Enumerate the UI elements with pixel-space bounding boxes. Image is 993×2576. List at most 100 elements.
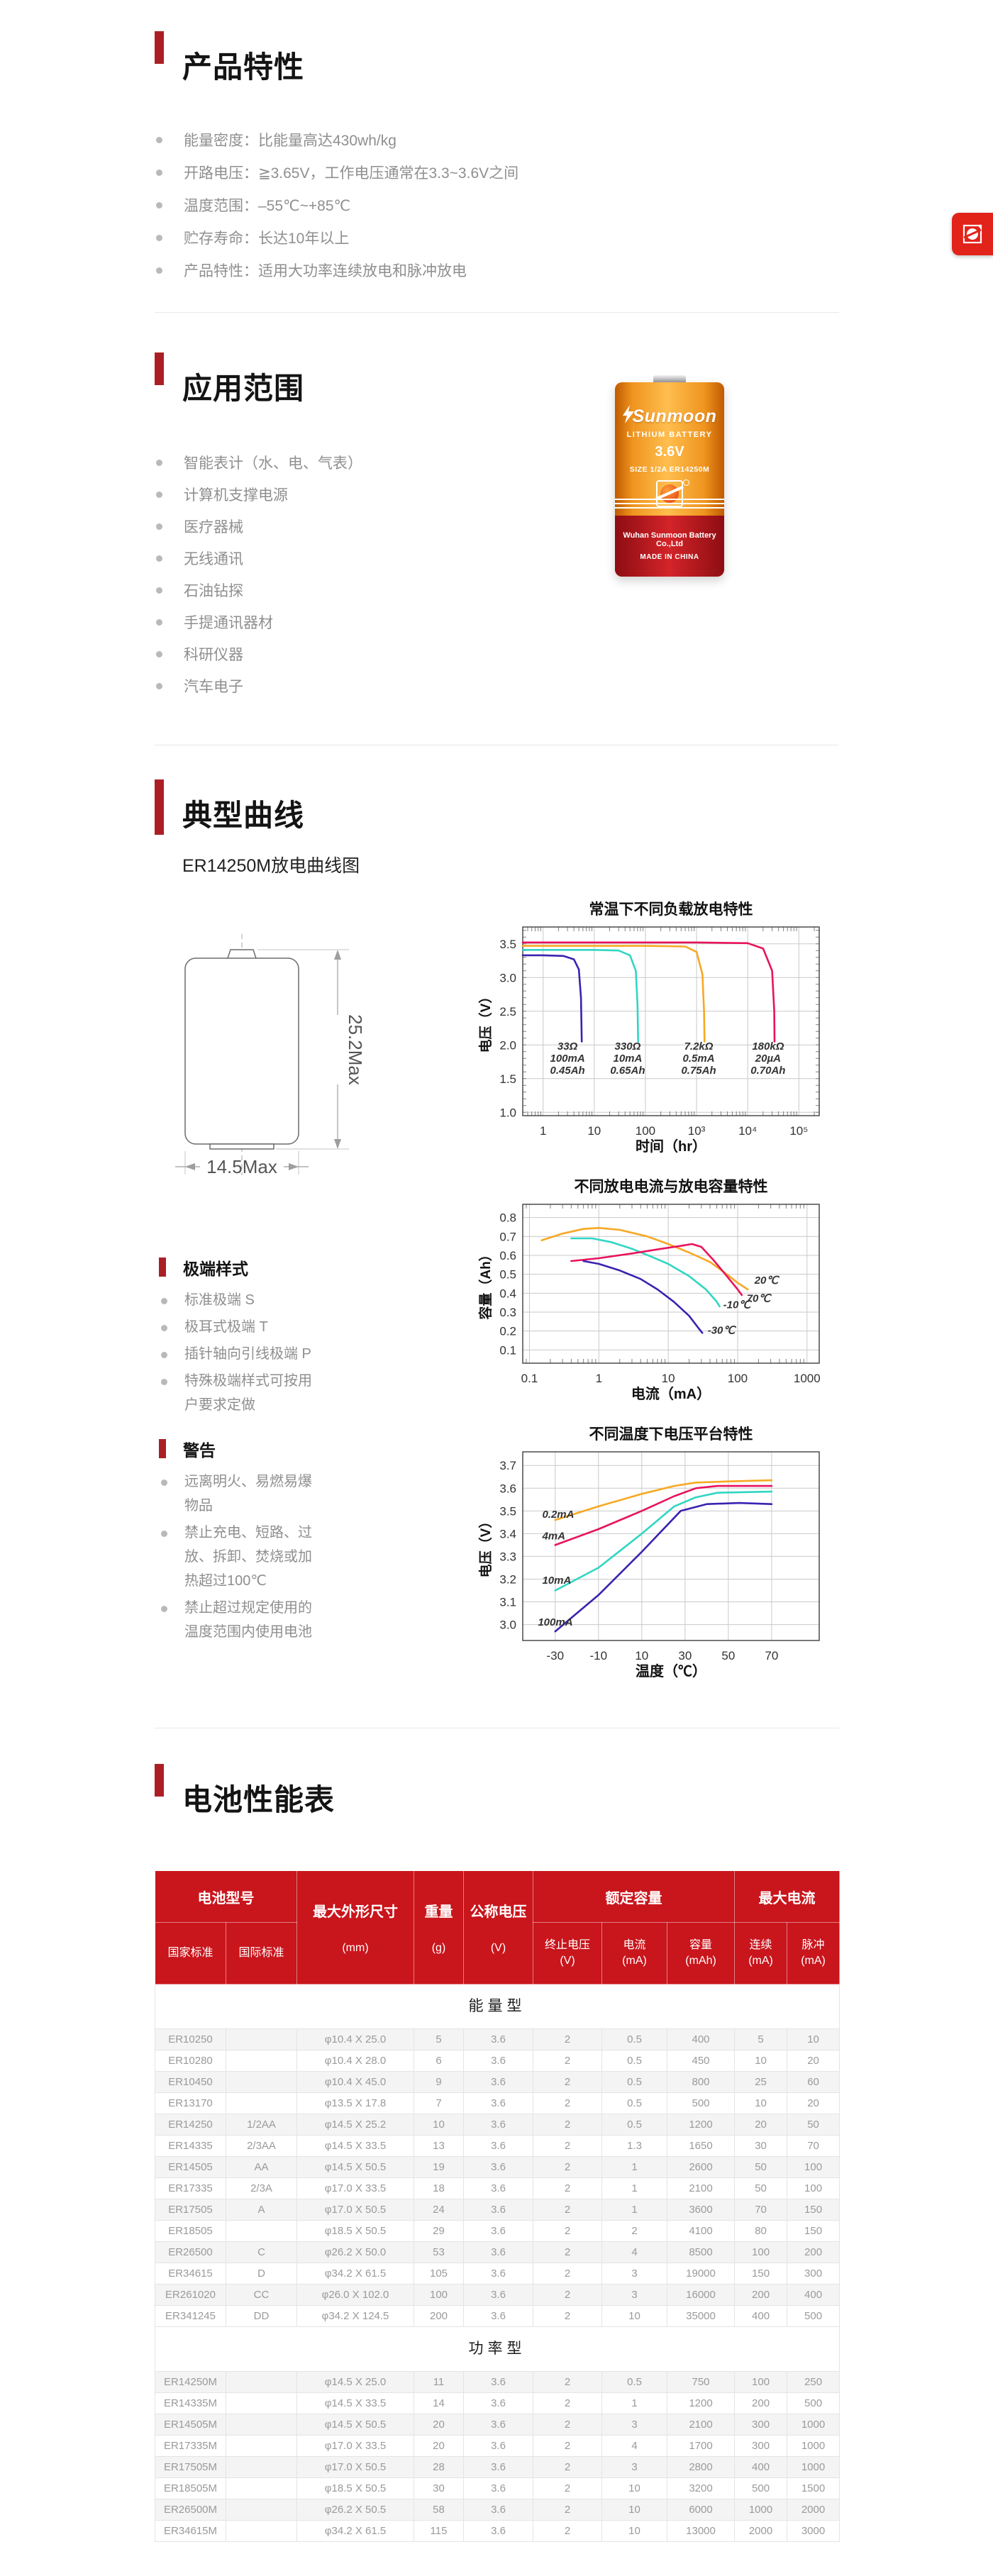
table-cell: φ18.5 X 50.5 [296,2220,414,2242]
table-cell: 2 [533,2371,602,2393]
warnings-list: 远离明火、易燃易爆物品 禁止充电、短路、过放、拆卸、焚烧或加热超过100℃ 禁止超过… [159,1468,477,1645]
table-cell: 2 [533,2071,602,2093]
section-curves: 典型曲线 ER14250M放电曲线图 [155,745,839,1728]
lightning-icon [622,405,634,424]
list-item-text: 手提通讯器材 [184,615,273,631]
table-cell: 3.6 [463,2305,533,2327]
table-cell: 450 [666,2050,736,2072]
bullet-icon [156,169,162,176]
table-cell: 500 [787,2305,841,2327]
list-item-text: 医疗器械 [184,519,243,535]
table-cell: 0.5 [601,2028,667,2050]
table-cell: ER17505 [155,2199,226,2221]
table-row: ER10280 φ10.4 X 28.0 6 3.6 2 0.5 450 10 20 [155,2050,841,2072]
bullet-icon [161,1351,167,1358]
page-content: 产品特性 能量密度：比能量高达430wh/kg 开路电压：≧3.65V，工作电压通… [154,0,841,2576]
table-cell: 2 [533,2220,602,2242]
table-cell: 1000 [787,2414,841,2436]
table-cell: 100 [734,2371,788,2393]
svg-text:100: 100 [728,1372,748,1385]
list-item: 无线通讯 [155,543,839,574]
table-cell: 3.6 [463,2477,533,2499]
table-cell: φ34.2 X 61.5 [296,2263,414,2284]
bullet-icon [161,1605,167,1612]
table-cell: 53 [414,2241,464,2263]
table-cell: CC [226,2284,297,2306]
curves-subtitle: ER14250M放电曲线图 [182,855,360,876]
table-row: ER18505 φ18.5 X 50.5 29 3.6 2 2 4100 80 150 [155,2220,841,2242]
svg-text:100mA: 100mA [538,1616,572,1628]
table-cell: 50 [787,2114,841,2136]
table-cell: 2800 [666,2456,736,2478]
table-subheader-cell: 国际标准 [226,1922,297,1984]
table-row: ER14335M φ14.5 X 33.5 14 3.6 2 1 1200 200 500 [155,2392,841,2414]
table-cell: 150 [787,2199,841,2221]
svg-text:10³: 10³ [688,1124,706,1138]
list-item-text: 汽车电子 [184,679,243,695]
table-cell: 100 [414,2284,464,2306]
table-cell: 100 [787,2156,841,2178]
svg-text:3.5: 3.5 [499,938,516,951]
table-row: ER341245 DD φ34.2 X 124.5 200 3.6 2 10 35000 400… [155,2305,841,2327]
table-cell: 3.6 [463,2177,533,2199]
battery-manufacturer: Wuhan Sunmoon Battery Co.,Ltd [623,531,716,549]
table-header-cell: 重量 (g) [414,1870,464,1984]
bullet-icon [156,682,162,689]
features-header: 产品特性 [155,31,839,104]
svg-text:0.2mA: 0.2mA [542,1509,574,1521]
list-item: 标准极端 S [159,1287,477,1314]
table-cell: φ14.5 X 50.5 [296,2414,414,2436]
table-cell: ER18505 [155,2220,226,2242]
table-cell: φ14.5 X 25.0 [296,2371,414,2393]
list-item: 禁止超过规定使用的温度范围内使用电池 [159,1594,477,1645]
table-cell: φ10.4 X 25.0 [296,2028,414,2050]
bullet-icon [156,459,162,466]
warnings-title: 警告 [183,1440,216,1460]
table-cell: 0.5 [601,2050,667,2072]
list-item: 石油钻探 [155,574,839,606]
svg-text:70℃: 70℃ [747,1292,772,1304]
terminal-styles-block: 极端样式 标准极端 S 极耳式极端 T 插针轴向引线极端 P 特殊极端样式可按用户要求… [159,1255,477,1419]
table-cell: 200 [787,2241,841,2263]
bullet-icon [156,618,162,626]
dimension-width-label: 14.5Max [206,1156,277,1177]
table-cell: 250 [787,2371,841,2393]
table-row: ER14250 1/2AA φ14.5 X 25.2 10 3.6 2 0.5 1200 20 5… [155,2114,841,2136]
battery-body: Sunmoon LITHIUM BATTERY 3.6V SIZE 1/2A E… [615,382,724,577]
bullet-icon [161,1378,167,1385]
svg-text:电流（mA）: 电流（mA） [631,1385,711,1402]
bullet-icon [161,1324,167,1331]
table-cell: ER10250 [155,2028,226,2050]
table-cell: 20 [414,2414,464,2436]
table-cell: 2 [533,2092,602,2114]
table-cell: 1 [601,2392,667,2414]
table-cell: 200 [734,2392,788,2414]
floating-brand-button[interactable] [952,213,993,255]
bullet-icon [156,201,162,209]
table-cell: 400 [666,2028,736,2050]
table-cell: 3.6 [463,2263,533,2284]
svg-text:4mA: 4mA [541,1530,565,1542]
table-cell: 8500 [666,2241,736,2263]
features-list: 能量密度：比能量高达430wh/kg 开路电压：≧3.65V，工作电压通常在3.3… [155,123,839,287]
battery-red-band: Wuhan Sunmoon Battery Co.,Ltd MADE IN CH… [615,516,724,577]
table-cell: ER14505 [155,2156,226,2178]
table-cell: 4 [601,2241,667,2263]
table-cell: 2100 [666,2177,736,2199]
table-cell: 2 [533,2499,602,2521]
table-cell: 25 [734,2071,788,2093]
table-cell: φ14.5 X 50.5 [296,2156,414,2178]
table-cell: 20 [787,2050,841,2072]
table-cell: 1.3 [601,2135,667,2157]
table-cell: 30 [414,2477,464,2499]
table-cell: 19000 [666,2263,736,2284]
table-cell: ER10450 [155,2071,226,2093]
table-cell: 3.6 [463,2135,533,2157]
table-cell: 3600 [666,2199,736,2221]
table-cell: 3.6 [463,2071,533,2093]
list-item-text: 特殊极端样式可按用户要求定做 [184,1372,312,1413]
table-cell: 5 [734,2028,788,2050]
list-item-text: 标准极端 S [184,1292,255,1308]
svg-text:-30: -30 [546,1649,564,1662]
